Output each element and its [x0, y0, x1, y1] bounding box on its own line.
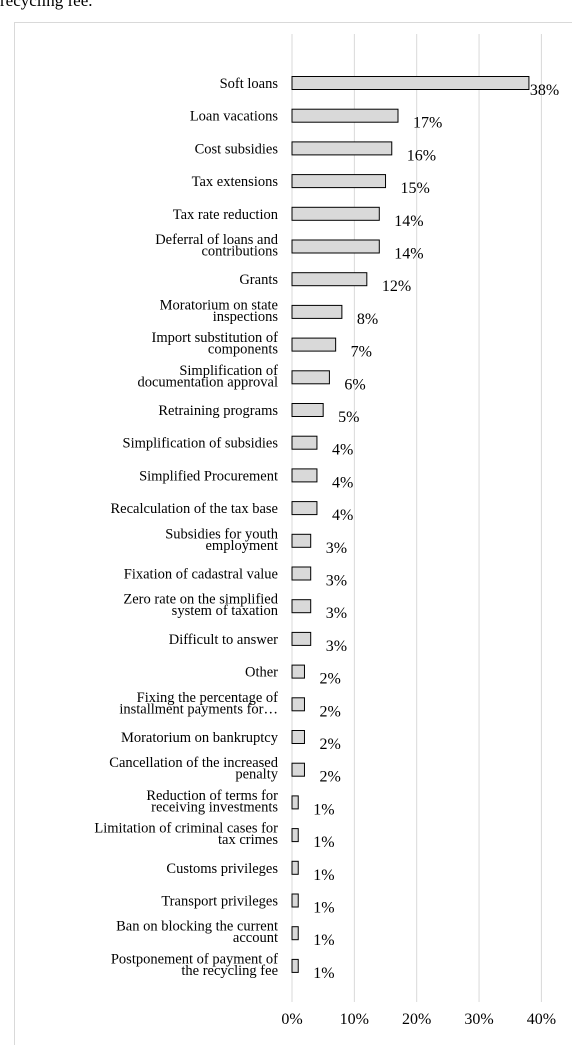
data-label: 8%: [357, 311, 378, 328]
data-label: 14%: [394, 246, 423, 263]
x-tick-label: 30%: [464, 1011, 493, 1028]
bar: [291, 631, 312, 646]
category-label: Import substitution of components: [152, 330, 279, 358]
data-label: 2%: [319, 769, 340, 786]
bar: [291, 239, 380, 254]
category-label: Simplification of subsidies: [123, 436, 279, 452]
data-label: 7%: [351, 344, 372, 361]
data-label: 4%: [332, 474, 353, 491]
bar: [291, 664, 305, 679]
category-label: Fixation of cadastral value: [124, 567, 278, 583]
category-label: Other: [245, 665, 278, 681]
category-label: Transport privileges: [161, 894, 278, 910]
data-label: 3%: [326, 638, 347, 655]
data-label: 5%: [338, 409, 359, 426]
bar: [291, 730, 305, 744]
bar: [291, 893, 299, 908]
chart-frame: [14, 22, 572, 1045]
bar: [291, 828, 299, 843]
data-label: 12%: [382, 278, 411, 295]
bar: [291, 435, 318, 450]
category-label: Simplification of documentation approval: [137, 363, 278, 391]
data-label: 17%: [413, 115, 442, 132]
bar: [291, 337, 337, 352]
category-label: Cost subsidies: [195, 141, 279, 157]
bar: [291, 501, 318, 516]
category-label: Tax rate reduction: [173, 207, 279, 223]
category-label: Limitation of criminal cases for tax crim…: [94, 821, 278, 849]
bar: [291, 468, 318, 483]
category-label: Simplified Procurement: [139, 468, 278, 484]
bar: [291, 860, 299, 875]
data-label: 14%: [394, 213, 423, 230]
category-label: Grants: [239, 272, 278, 288]
bar: [291, 403, 324, 417]
category-label: Customs privileges: [166, 861, 278, 877]
data-label: 3%: [326, 573, 347, 590]
bar: [291, 141, 393, 156]
x-tick-label: 0%: [281, 1011, 302, 1028]
bar: [291, 108, 399, 123]
data-label: 2%: [319, 736, 340, 753]
data-label: 4%: [332, 442, 353, 459]
bar: [291, 304, 343, 319]
bar: [291, 795, 299, 810]
bar: [291, 206, 380, 221]
category-label: Retraining programs: [158, 403, 278, 419]
bar: [291, 76, 530, 90]
x-tick-label: 40%: [527, 1011, 556, 1028]
data-label: 6%: [344, 376, 365, 393]
category-label: Zero rate on the simplified system of tax…: [123, 592, 278, 620]
bar: [291, 533, 312, 548]
bar: [291, 272, 368, 287]
category-label: Loan vacations: [190, 109, 279, 125]
data-label: 3%: [326, 605, 347, 622]
bar: [291, 762, 305, 777]
data-label: 2%: [319, 703, 340, 720]
bar: [291, 566, 312, 581]
data-label: 1%: [313, 801, 334, 818]
category-label: Difficult to answer: [169, 632, 278, 648]
bar: [291, 174, 387, 189]
data-label: 4%: [332, 507, 353, 524]
category-label: Subsidies for youth employment: [165, 526, 279, 554]
category-label: Postponement of payment of the recycling …: [111, 951, 278, 979]
x-tick-label: 20%: [402, 1011, 431, 1028]
figure-caption: recycling fee.: [0, 0, 93, 10]
category-label: Ban on blocking the current account: [116, 919, 278, 947]
x-tick-label: 10%: [340, 1011, 369, 1028]
bar: [291, 697, 305, 712]
data-label: 15%: [401, 180, 430, 197]
data-label: 1%: [313, 834, 334, 851]
bar: [291, 599, 312, 614]
category-label: Tax extensions: [192, 174, 279, 190]
data-label: 1%: [313, 867, 334, 884]
data-label: 2%: [319, 671, 340, 688]
category-label: Moratorium on state inspections: [160, 297, 279, 325]
bar: [291, 370, 330, 385]
category-label: Moratorium on bankruptcy: [121, 730, 279, 746]
data-label: 1%: [313, 965, 334, 982]
data-label: 1%: [313, 900, 334, 917]
bar: [291, 926, 299, 941]
category-label: Deferral of loans and contributions: [155, 232, 279, 260]
bar: [291, 958, 299, 973]
category-label: Fixing the percentage of installment paym…: [119, 690, 278, 718]
data-label: 1%: [313, 932, 334, 949]
data-label: 3%: [326, 540, 347, 557]
data-label: 38%: [530, 82, 559, 99]
data-label: 16%: [407, 147, 436, 164]
category-label: Reduction of terms for receiving investme…: [146, 788, 278, 816]
category-label: Soft loans: [220, 76, 279, 92]
category-label: Cancellation of the increased penalty: [109, 755, 278, 783]
category-label: Recalculation of the tax base: [111, 501, 279, 517]
